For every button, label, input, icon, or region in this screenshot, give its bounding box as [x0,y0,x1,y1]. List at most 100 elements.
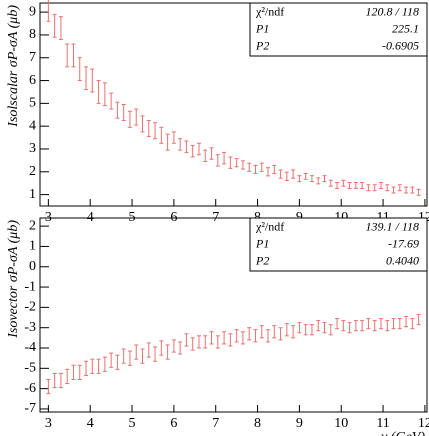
y-tick-label: -4 [24,340,36,355]
data-point [127,110,132,128]
data-point [165,344,170,360]
x-tick-label: 3 [45,416,52,431]
data-point [278,327,283,341]
y-tick-label: -6 [24,381,36,396]
data-point [385,184,390,192]
data-point [416,313,421,326]
data-point [322,175,327,183]
data-point [228,156,233,169]
data-point [253,164,258,175]
data-point [309,324,314,336]
data-point [391,186,396,194]
data-point [372,320,377,332]
y-tick-label: 7 [29,50,36,65]
data-point [52,13,57,38]
data-point [309,175,314,183]
data-point [121,104,126,121]
data-point [140,115,145,133]
data-point [391,318,396,330]
data-point [134,108,139,126]
x-tick-label: 9 [296,416,303,431]
x-tick-label: 6 [170,416,177,431]
data-point [121,348,126,364]
x-tick-label: 12 [418,416,429,431]
data-point [52,372,57,389]
data-point [366,184,371,192]
data-point [397,318,402,330]
data-point [341,179,346,187]
data-point [178,138,183,151]
data-point [115,354,120,370]
data-point [253,329,258,343]
plot-frame [39,2,428,207]
data-point [96,358,101,374]
data-point [347,182,352,189]
y-tick-label: 5 [29,96,36,111]
stats-label: P2 [255,253,269,267]
data-point [65,43,70,68]
data-point [222,151,227,165]
data-point [215,154,220,167]
stats-label: P1 [255,236,269,250]
data-point [247,162,252,172]
data-point [196,142,201,156]
data-point [404,186,409,194]
data-point [234,329,239,343]
x-axis-label: ν (GeV) [381,430,425,436]
data-point [77,364,82,380]
data-point [159,340,164,356]
data-point [410,186,415,194]
data-point [159,126,164,144]
data-point [46,378,51,395]
x-tick-label: 4 [87,416,94,431]
data-point [416,188,421,196]
data-point [366,318,371,330]
x-tick-label: 10 [334,416,348,431]
data-point [297,322,302,334]
data-point [90,358,95,374]
data-point [378,318,383,330]
data-point [316,177,321,185]
data-point [378,182,383,189]
y-tick-label: -7 [24,401,36,416]
data-point [71,364,76,380]
data-point [335,182,340,189]
data-point [372,184,377,192]
data-point [247,327,252,341]
data-point [222,331,227,345]
data-point [335,318,340,330]
x-tick-label: 11 [376,416,389,431]
data-point [347,322,352,334]
data-point [259,325,264,339]
y-tick-label: 4 [29,118,36,133]
data-point [234,158,239,168]
stats-box [249,2,428,57]
data-point [115,101,120,119]
data-point [134,344,139,360]
data-point [266,329,271,343]
data-point [127,350,132,366]
data-point [240,331,245,345]
data-point [58,16,63,40]
data-point [240,160,245,170]
data-point [153,346,158,362]
data-point [284,323,289,337]
y-tick-label: -1 [24,279,36,294]
data-point [146,342,151,358]
data-point [284,171,289,181]
data-point [190,145,195,158]
y-tick-label: 9 [29,4,36,19]
data-point [140,348,145,364]
stats-value: 0.4040 [386,253,419,267]
y-tick-label: 1 [29,187,36,202]
stats-value: 139.1 / 118 [366,219,419,233]
x-tick-label: 7 [212,416,219,431]
data-point [196,335,201,349]
data-point [184,140,189,153]
y-tick-label: -3 [24,320,36,335]
data-point [397,184,402,192]
data-point [322,322,327,334]
stats-value: -0.6905 [382,38,419,52]
y-tick-label: -5 [24,361,36,376]
